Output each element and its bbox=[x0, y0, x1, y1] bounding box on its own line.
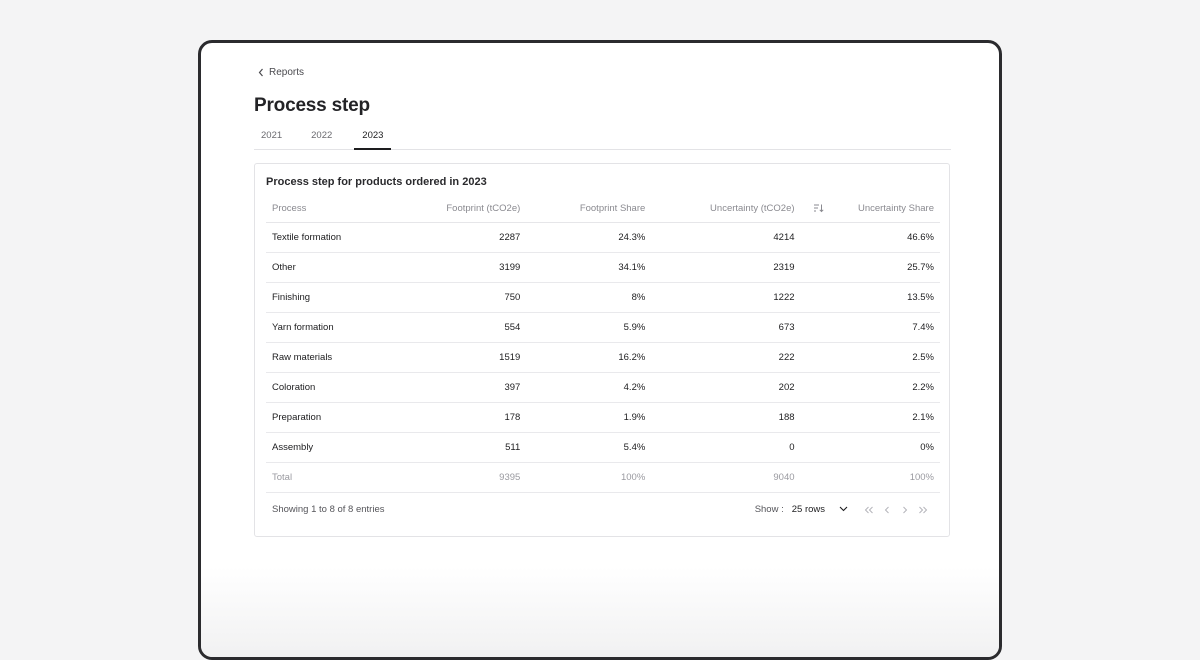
cell-uncertainty-share: 2.5% bbox=[800, 342, 940, 373]
chevron-down-icon bbox=[825, 504, 848, 515]
process-step-card: Process step for products ordered in 202… bbox=[254, 163, 950, 537]
page-title: Process step bbox=[254, 95, 370, 116]
pagination: Show : 25 rows bbox=[755, 504, 932, 515]
column-header-footprint[interactable]: Footprint (tCO2e) bbox=[400, 194, 527, 223]
cell-uncertainty: 673 bbox=[651, 312, 801, 343]
cell-uncertainty: 2319 bbox=[651, 252, 801, 283]
entries-count: Showing 1 to 8 of 8 entries bbox=[272, 504, 385, 515]
cell-process: Raw materials bbox=[266, 342, 401, 373]
table-row[interactable]: Raw materials 1519 16.2% 222 2.5% bbox=[266, 342, 940, 373]
cell-process: Textile formation bbox=[266, 222, 401, 253]
cell-footprint: 1519 bbox=[400, 342, 527, 373]
total-footprint: 9395 bbox=[400, 462, 527, 493]
cell-uncertainty-share: 13.5% bbox=[800, 282, 940, 313]
prev-page-icon[interactable] bbox=[878, 506, 896, 514]
cell-footprint: 2287 bbox=[400, 222, 527, 253]
table-row[interactable]: Assembly 511 5.4% 0 0% bbox=[266, 432, 940, 463]
card-title: Process step for products ordered in 202… bbox=[266, 176, 487, 188]
column-header-footprint-share[interactable]: Footprint Share bbox=[526, 194, 652, 223]
cell-footprint-share: 8% bbox=[526, 282, 652, 313]
cell-uncertainty: 202 bbox=[651, 372, 801, 403]
cell-uncertainty: 188 bbox=[651, 402, 801, 433]
table-row[interactable]: Yarn formation 554 5.9% 673 7.4% bbox=[266, 312, 940, 343]
cell-process: Assembly bbox=[266, 432, 401, 463]
column-header-uncertainty-share-label: Uncertainty Share bbox=[857, 202, 934, 214]
cell-footprint: 554 bbox=[400, 312, 527, 343]
cell-process: Preparation bbox=[266, 402, 401, 433]
tab-2023[interactable]: 2023 bbox=[354, 125, 392, 150]
back-link[interactable]: Reports bbox=[258, 67, 304, 78]
cell-uncertainty-share: 25.7% bbox=[800, 252, 940, 283]
total-footprint-share: 100% bbox=[526, 462, 652, 493]
cell-footprint-share: 5.9% bbox=[526, 312, 652, 343]
cell-process: Coloration bbox=[266, 372, 401, 403]
process-table: Process Footprint (tCO2e) Footprint Shar… bbox=[266, 194, 940, 493]
bottom-fade bbox=[201, 567, 999, 657]
rows-per-page-select[interactable]: 25 rows bbox=[792, 504, 848, 515]
cell-uncertainty-share: 7.4% bbox=[800, 312, 940, 343]
cell-process: Other bbox=[266, 252, 401, 283]
first-page-icon[interactable] bbox=[860, 506, 878, 514]
table-row[interactable]: Finishing 750 8% 1222 13.5% bbox=[266, 282, 940, 313]
browser-frame: Reports Process step 2021 2022 2023 Proc… bbox=[198, 40, 1002, 660]
cell-uncertainty-share: 2.2% bbox=[800, 372, 940, 403]
next-page-icon[interactable] bbox=[896, 506, 914, 514]
cell-uncertainty-share: 2.1% bbox=[800, 402, 940, 433]
cell-footprint: 511 bbox=[400, 432, 527, 463]
table-row[interactable]: Textile formation 2287 24.3% 4214 46.6% bbox=[266, 222, 940, 253]
rows-per-page-value: 25 rows bbox=[791, 504, 825, 515]
cell-uncertainty: 1222 bbox=[651, 282, 801, 313]
cell-footprint-share: 5.4% bbox=[526, 432, 652, 463]
column-header-uncertainty-label: Uncertainty (tCO2e) bbox=[710, 202, 795, 214]
cell-uncertainty: 0 bbox=[651, 432, 801, 463]
table-row[interactable]: Other 3199 34.1% 2319 25.7% bbox=[266, 252, 940, 283]
last-page-icon[interactable] bbox=[914, 506, 932, 514]
cell-footprint-share: 4.2% bbox=[526, 372, 652, 403]
cell-footprint-share: 34.1% bbox=[526, 252, 652, 283]
table-total-row: Total 9395 100% 9040 100% bbox=[266, 462, 940, 493]
table-header-row: Process Footprint (tCO2e) Footprint Shar… bbox=[266, 194, 940, 223]
column-header-uncertainty-share[interactable]: Uncertainty Share bbox=[800, 194, 940, 223]
chevron-left-icon bbox=[258, 68, 264, 77]
total-uncertainty: 9040 bbox=[651, 462, 801, 493]
total-label: Total bbox=[266, 462, 401, 493]
cell-uncertainty: 4214 bbox=[651, 222, 801, 253]
column-header-uncertainty[interactable]: Uncertainty (tCO2e) bbox=[651, 194, 801, 223]
column-header-process[interactable]: Process bbox=[266, 194, 401, 223]
cell-footprint: 178 bbox=[400, 402, 527, 433]
total-uncertainty-share: 100% bbox=[800, 462, 940, 493]
cell-uncertainty-share: 0% bbox=[800, 432, 940, 463]
cell-footprint-share: 1.9% bbox=[526, 402, 652, 433]
tab-2021[interactable]: 2021 bbox=[261, 130, 283, 141]
cell-footprint-share: 16.2% bbox=[526, 342, 652, 373]
tab-2022[interactable]: 2022 bbox=[311, 130, 333, 141]
year-tabs: 2021 2022 2023 bbox=[254, 125, 951, 150]
table-row[interactable]: Coloration 397 4.2% 202 2.2% bbox=[266, 372, 940, 403]
cell-footprint-share: 24.3% bbox=[526, 222, 652, 253]
cell-footprint: 3199 bbox=[400, 252, 527, 283]
table-row[interactable]: Preparation 178 1.9% 188 2.1% bbox=[266, 402, 940, 433]
sort-descending-icon[interactable] bbox=[813, 203, 824, 216]
cell-process: Yarn formation bbox=[266, 312, 401, 343]
show-label: Show : bbox=[754, 504, 784, 515]
back-link-label: Reports bbox=[269, 67, 305, 78]
cell-uncertainty: 222 bbox=[651, 342, 801, 373]
cell-process: Finishing bbox=[266, 282, 401, 313]
cell-footprint: 750 bbox=[400, 282, 527, 313]
table-footer: Showing 1 to 8 of 8 entries Show : 25 ro… bbox=[272, 504, 932, 518]
cell-footprint: 397 bbox=[400, 372, 527, 403]
cell-uncertainty-share: 46.6% bbox=[800, 222, 940, 253]
